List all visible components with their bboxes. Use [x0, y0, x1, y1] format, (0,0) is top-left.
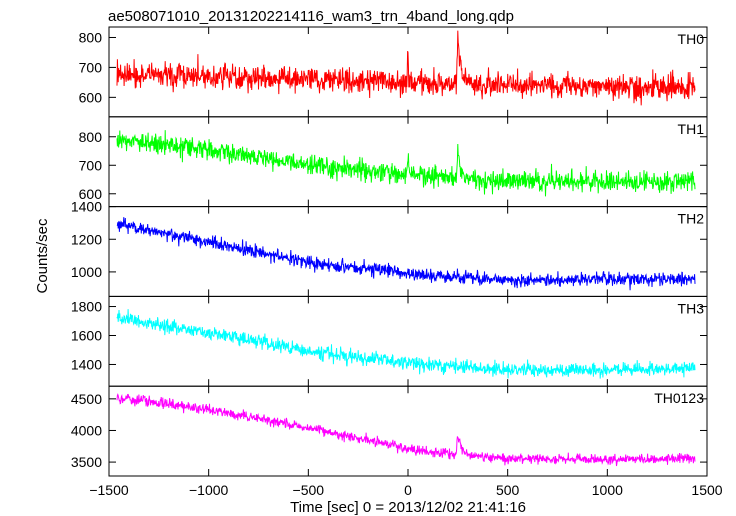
series-th0123-line	[116, 393, 696, 467]
series-th2-line	[116, 217, 696, 291]
y-tick-label: 4000	[71, 422, 102, 438]
y-tick-label: 3500	[71, 454, 102, 470]
x-tick-label: 1000	[592, 482, 623, 498]
y-tick-label: 800	[79, 129, 103, 145]
chart-title: ae508071010_20131202214116_wam3_trn_4ban…	[108, 8, 514, 25]
y-tick-label: 1800	[71, 299, 102, 315]
x-tick-label: 1500	[691, 482, 722, 498]
series-label: TH3	[678, 300, 705, 316]
y-tick-label: 1200	[71, 231, 102, 247]
y-tick-label: 1600	[71, 328, 102, 344]
series-label: TH0	[678, 31, 705, 47]
series-th1-line	[116, 130, 696, 197]
x-tick-label: −1500	[89, 482, 129, 498]
y-tick-label: 1000	[71, 264, 102, 280]
x-tick-label: 0	[404, 482, 412, 498]
series-label: TH2	[678, 211, 705, 227]
y-tick-label: 800	[79, 29, 103, 45]
x-axis-label: Time [sec] 0 = 2013/12/02 21:41:16	[290, 499, 526, 516]
panel-th1: 600 700 800 TH1	[79, 116, 708, 208]
y-tick-label: 1400	[71, 356, 102, 372]
panel-th2: 1000 1200 1400 TH2	[71, 199, 708, 297]
series-th0-line	[116, 30, 696, 106]
series-label: TH0123	[654, 390, 704, 406]
y-axis-label: Counts/sec	[34, 218, 51, 294]
x-tick-label: −1000	[189, 482, 229, 498]
panel-frame	[108, 295, 708, 387]
y-tick-label: 600	[79, 186, 103, 202]
y-tick-label: 4500	[71, 391, 102, 407]
x-tick-label: −500	[293, 482, 325, 498]
y-tick-label: 700	[79, 157, 103, 173]
y-tick-label: 1400	[71, 199, 102, 215]
y-tick-label: 700	[79, 59, 103, 75]
panel-th0123: 3500 4000 4500 TH0123	[71, 385, 708, 477]
y-tick-label: 600	[79, 89, 103, 105]
series-th3-line	[116, 309, 696, 379]
series-label: TH1	[678, 121, 705, 137]
x-tick-label: 500	[496, 482, 520, 498]
panel-th3: 1400 1600 1800 TH3	[71, 295, 708, 387]
panel-th0: 600 700 800 TH0	[79, 26, 708, 118]
